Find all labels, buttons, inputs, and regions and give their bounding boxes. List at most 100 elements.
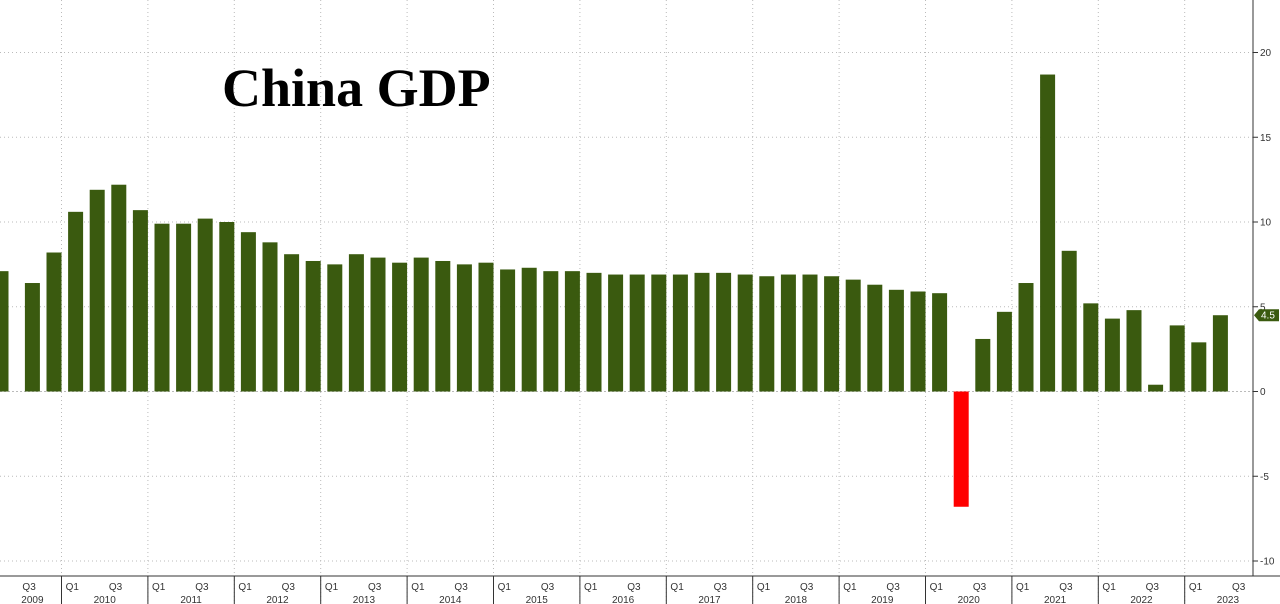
quarter-label: Q1 (498, 582, 512, 593)
year-label: 2014 (439, 595, 462, 604)
bar (586, 272, 602, 392)
last-value-badge: 4.5 (1254, 309, 1279, 322)
year-label: 2019 (871, 595, 894, 604)
quarter-label: Q3 (368, 582, 382, 593)
bar (521, 267, 537, 392)
last-value-label: 4.5 (1261, 311, 1275, 322)
bar (132, 210, 148, 392)
bar (327, 264, 343, 392)
quarter-label: Q1 (1189, 582, 1203, 593)
year-label: 2023 (1217, 595, 1240, 604)
y-tick-label: -10 (1260, 557, 1275, 568)
bar (1212, 315, 1228, 392)
year-label: 2017 (698, 595, 721, 604)
bar (1191, 342, 1207, 392)
bar (564, 271, 580, 392)
quarter-label: Q3 (195, 582, 209, 593)
bar (456, 264, 472, 392)
y-tick-label: 20 (1260, 48, 1272, 59)
quarter-label: Q1 (66, 582, 80, 593)
bar (435, 260, 451, 392)
bar (68, 211, 84, 392)
year-label: 2016 (612, 595, 635, 604)
bar (716, 272, 732, 392)
bar (694, 272, 710, 392)
y-axis: 20 15 10 5 0 -5 -10 (1252, 0, 1275, 576)
bar (802, 274, 818, 392)
quarter-label: Q3 (1146, 582, 1160, 593)
year-label: 2021 (1044, 595, 1067, 604)
bar (672, 274, 688, 392)
bar (1040, 74, 1056, 392)
quarter-label: Q3 (886, 582, 900, 593)
bar (348, 254, 364, 392)
bar (46, 252, 62, 392)
quarter-label: Q3 (22, 582, 36, 593)
bar (240, 232, 256, 392)
bar (824, 276, 840, 392)
year-label: 2022 (1130, 595, 1153, 604)
bar (305, 260, 321, 392)
bar (0, 271, 9, 392)
last-value-badge-shape (1254, 309, 1279, 322)
year-label: 2010 (94, 595, 117, 604)
y-tick-label: 10 (1260, 218, 1272, 229)
bar (867, 284, 883, 392)
quarter-label: Q3 (454, 582, 468, 593)
bar (975, 338, 991, 392)
bar (1018, 283, 1034, 392)
quarter-label: Q3 (541, 582, 555, 593)
bar (370, 257, 386, 392)
quarter-label: Q3 (109, 582, 123, 593)
bar (89, 189, 105, 392)
y-tick-label: 15 (1260, 133, 1272, 144)
bar (910, 291, 926, 392)
bar (478, 262, 494, 392)
bar (197, 218, 213, 392)
bar (392, 262, 408, 392)
y-tick-label: 5 (1260, 302, 1266, 313)
year-label: 2020 (958, 595, 981, 604)
y-tick-label: 0 (1260, 387, 1266, 398)
bar (932, 293, 948, 392)
bar (953, 391, 969, 507)
quarter-label: Q3 (1232, 582, 1246, 593)
y-tick-label: -5 (1260, 472, 1269, 483)
chart-title: China GDP (222, 58, 491, 118)
bar (888, 289, 904, 392)
bars (0, 74, 1228, 507)
quarter-label: Q1 (152, 582, 166, 593)
quarter-label: Q1 (670, 582, 684, 593)
quarter-label: Q1 (325, 582, 339, 593)
bar (1083, 303, 1099, 392)
bar (284, 254, 300, 392)
quarter-label: Q3 (973, 582, 987, 593)
bar (176, 223, 192, 392)
year-label: 2013 (353, 595, 376, 604)
bar (759, 276, 775, 392)
bar (111, 184, 127, 392)
bar (780, 274, 796, 392)
quarter-label: Q1 (238, 582, 252, 593)
bar (262, 242, 278, 392)
year-label: 2015 (526, 595, 549, 604)
bar (500, 269, 516, 392)
quarter-label: Q1 (584, 582, 598, 593)
quarter-label: Q1 (843, 582, 857, 593)
bar (737, 274, 753, 392)
quarter-label: Q3 (627, 582, 641, 593)
bar (1104, 318, 1120, 392)
quarter-label: Q3 (282, 582, 296, 593)
bar (1061, 250, 1077, 392)
bar (996, 311, 1012, 392)
bar (608, 274, 624, 392)
quarter-label: Q1 (930, 582, 944, 593)
bar (845, 279, 861, 392)
bar (543, 271, 559, 392)
bar (651, 274, 667, 392)
quarter-label: Q1 (1016, 582, 1030, 593)
bar (219, 222, 235, 392)
x-axis: Q3 2010 Q1 Q3 2011 Q1 Q3 2012 Q1 Q3 2013 Q1 Q3 2014 Q1… (0, 575, 1280, 604)
bar (413, 257, 429, 392)
